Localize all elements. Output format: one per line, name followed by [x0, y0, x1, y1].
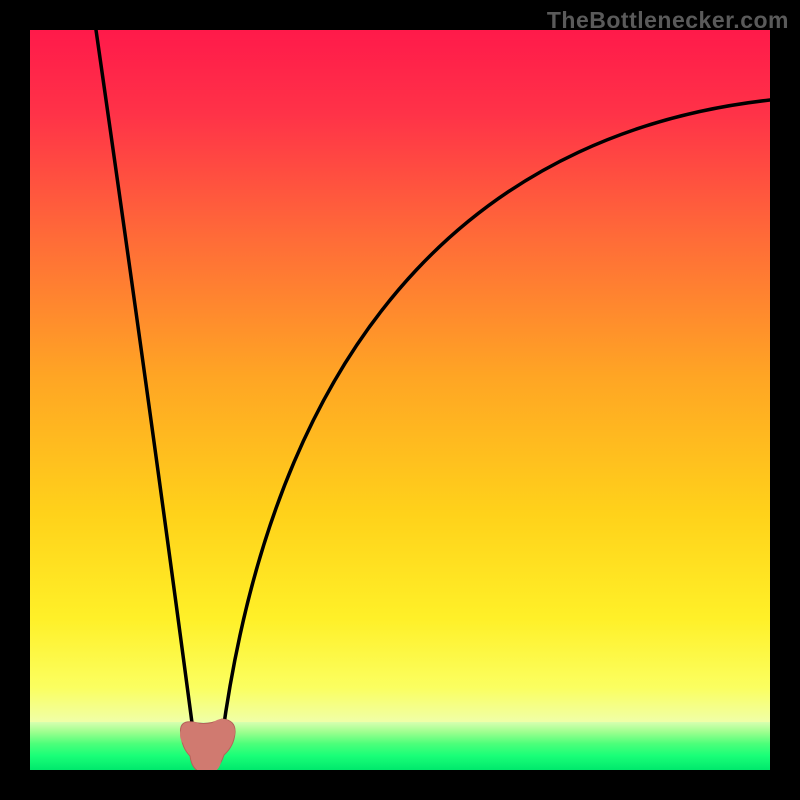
chart-container: TheBottlenecker.com	[0, 0, 800, 800]
watermark-text: TheBottlenecker.com	[547, 7, 789, 34]
chart-black-frame	[0, 0, 800, 800]
